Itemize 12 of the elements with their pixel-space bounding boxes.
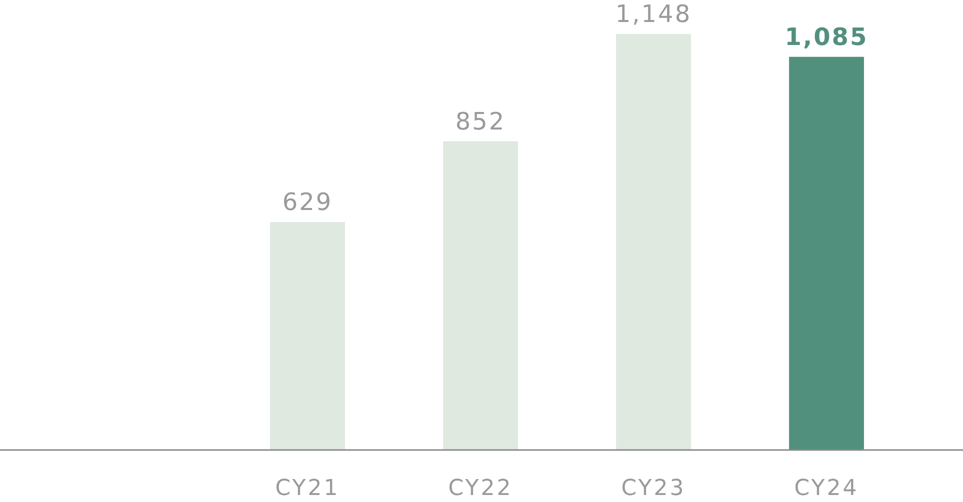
bar xyxy=(789,56,864,450)
x-tick-label: CY23 xyxy=(621,476,686,501)
bar xyxy=(270,222,345,450)
x-tick-label: CY22 xyxy=(448,476,513,501)
x-tick-label: CY21 xyxy=(275,476,340,501)
data-label: 629 xyxy=(282,188,333,216)
data-label: 1,085 xyxy=(784,22,868,51)
data-label: 852 xyxy=(455,107,506,136)
data-label: 1,148 xyxy=(615,0,692,28)
bar xyxy=(616,34,691,450)
bar xyxy=(443,141,518,450)
x-tick-label: CY24 xyxy=(794,476,859,501)
